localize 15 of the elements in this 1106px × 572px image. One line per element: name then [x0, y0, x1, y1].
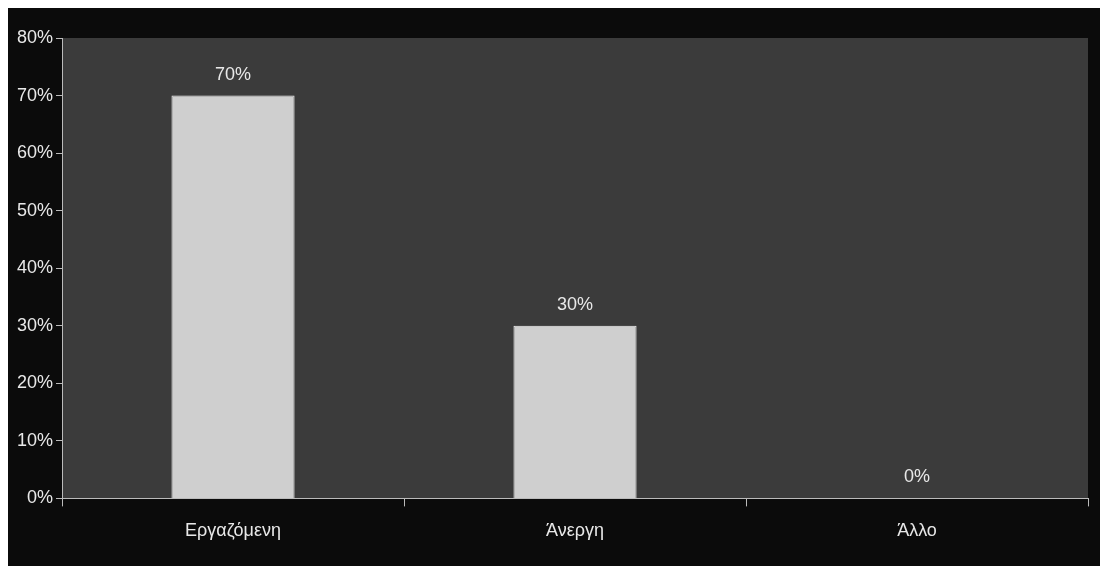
data-label: 0% [904, 466, 931, 487]
x-tick-label: Εργαζόμενη [185, 520, 281, 541]
y-tick-label: 60% [17, 142, 54, 163]
x-tick-label: Άνεργη [546, 520, 604, 541]
y-tick-label: 40% [17, 257, 54, 278]
y-tick-label: 0% [27, 487, 54, 508]
y-tick-label: 80% [17, 26, 54, 47]
y-tick-label: 50% [17, 199, 54, 220]
data-label: 30% [557, 293, 594, 314]
x-tick-label: Άλλο [897, 520, 937, 541]
y-tick-label: 10% [17, 429, 54, 450]
data-label: 70% [215, 63, 252, 84]
y-tick-label: 70% [17, 84, 54, 105]
y-tick-label: 20% [17, 372, 54, 393]
y-tick-label: 30% [17, 314, 54, 335]
